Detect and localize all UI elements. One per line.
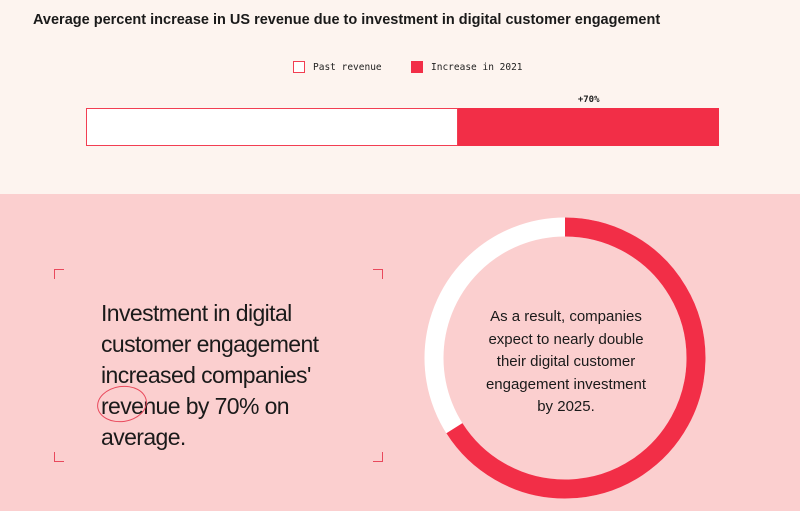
bar-data-label-increase: +70% xyxy=(577,95,600,105)
donut-caption-line: As a result, companies xyxy=(490,308,642,325)
legend-swatch-increase xyxy=(411,61,423,73)
legend-item-past-revenue: Past revenue xyxy=(293,61,382,73)
callout-line: customer engagement xyxy=(101,331,319,357)
legend-label-past-revenue: Past revenue xyxy=(313,61,382,73)
frame-corner-top-left xyxy=(54,269,64,279)
donut-caption-line: by 2025. xyxy=(537,398,595,415)
bar-increase-2021 xyxy=(458,108,719,146)
callout-line: revenue by 70% on xyxy=(101,393,290,419)
donut-caption-line: expect to nearly double xyxy=(488,330,644,348)
frame-corner-bottom-right xyxy=(373,452,383,462)
callout-line: increased companies' xyxy=(101,362,311,388)
donut-caption: As a result, companies expect to nearly … xyxy=(468,306,664,419)
legend-item-increase: Increase in 2021 xyxy=(411,61,523,73)
donut-filled-arc xyxy=(446,217,706,499)
frame-corner-top-right xyxy=(373,269,383,279)
summary-panel xyxy=(0,194,800,511)
callout-line: Investment in digital xyxy=(101,300,292,326)
frame-corner-bottom-left xyxy=(54,452,64,462)
donut-caption-line: engagement investment xyxy=(485,375,647,393)
chart-panel xyxy=(0,0,800,194)
donut-caption-line: their digital customer xyxy=(496,353,636,370)
chart-title: Average percent increase in US revenue d… xyxy=(33,12,661,28)
bar-past-revenue xyxy=(86,108,459,146)
callout-line: average. xyxy=(101,424,186,450)
legend-label-increase: Increase in 2021 xyxy=(431,61,523,73)
stacked-bar xyxy=(86,108,719,146)
callout-text: Investment in digital customer engagemen… xyxy=(101,298,381,453)
legend-swatch-past-revenue xyxy=(293,61,305,73)
